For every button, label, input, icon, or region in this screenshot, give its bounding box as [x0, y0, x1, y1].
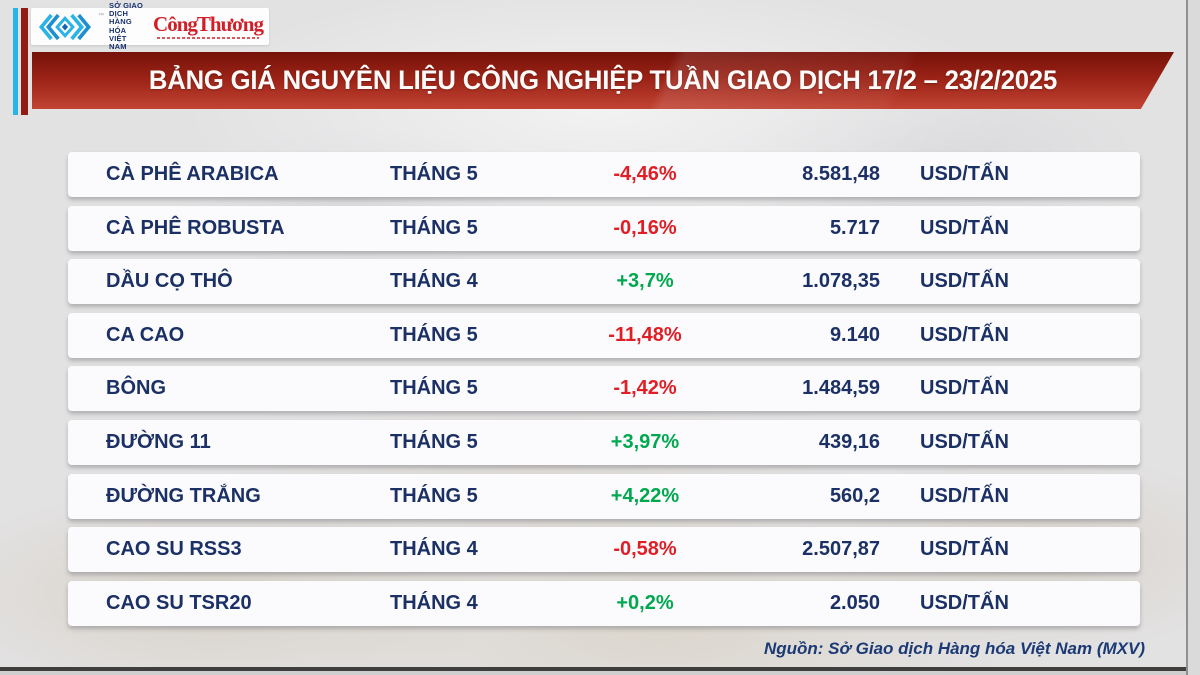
table-row: CA CAO THÁNG 5 -11,48% 9.140 USD/TẤN	[68, 312, 1140, 358]
table-row: ĐƯỜNG 11 THÁNG 5 +3,97% 439,16 USD/TẤN	[68, 419, 1140, 465]
contract-month: THÁNG 5	[390, 484, 478, 507]
trademark-symbol: ™	[98, 13, 104, 19]
mxv-name-line1: SỞ GIAO DỊCH	[109, 1, 144, 19]
table-row: CÀ PHÊ ROBUSTA THÁNG 5 -0,16% 5.717 USD/…	[68, 205, 1140, 251]
price-table: CÀ PHÊ ARABICA THÁNG 5 -4,46% 8.581,48 U…	[68, 152, 1140, 626]
contract-month: THÁNG 5	[390, 216, 478, 239]
weekly-change: -0,58%	[613, 538, 677, 561]
frame-right-edge	[1186, 0, 1200, 675]
price-value: 8.581,48	[802, 163, 880, 185]
commodity-name: CAO SU TSR20	[106, 591, 252, 614]
price-unit: USD/TẤN	[920, 270, 1009, 293]
price-unit: USD/TẤN	[920, 216, 1009, 239]
congthuong-tagline-line	[157, 37, 259, 39]
price-value: 2.050	[829, 591, 880, 614]
table-row: DẦU CỌ THÔ THÁNG 4 +3,7% 1.078,35 USD/TẤ…	[68, 259, 1140, 305]
contract-month: THÁNG 5	[390, 377, 478, 400]
contract-month: THÁNG 4	[390, 538, 478, 561]
price-unit: USD/TẤN	[920, 163, 1009, 185]
header-logo-plate: ™ SỞ GIAO DỊCH HÀNG HÓA VIỆT NAM CôngThư…	[31, 2, 269, 50]
table-row: ĐƯỜNG TRẮNG THÁNG 5 +4,22% 560,2 USD/TẤN	[68, 473, 1140, 519]
commodity-name: CAO SU RSS3	[106, 538, 242, 561]
contract-month: THÁNG 4	[390, 591, 478, 614]
congthuong-logo: CôngThương	[153, 12, 264, 39]
commodity-name: ĐƯỜNG 11	[106, 430, 211, 453]
commodity-name: CÀ PHÊ ARABICA	[106, 163, 279, 185]
table-row: BÔNG THÁNG 5 -1,42% 1.484,59 USD/TẤN	[68, 366, 1140, 412]
price-value: 9.140	[829, 323, 880, 346]
contract-month: THÁNG 5	[390, 430, 478, 453]
contract-month: THÁNG 5	[390, 163, 478, 185]
left-accent-stripe-cyan	[13, 8, 18, 115]
weekly-change: +3,7%	[616, 270, 674, 293]
mxv-name: SỞ GIAO DỊCH HÀNG HÓA VIỆT NAM	[109, 2, 146, 51]
weekly-change: -4,46%	[613, 163, 677, 185]
price-unit: USD/TẤN	[920, 377, 1009, 400]
weekly-change: +0,2%	[616, 591, 674, 614]
contract-month: THÁNG 5	[390, 323, 478, 346]
price-unit: USD/TẤN	[920, 484, 1009, 507]
price-value: 2.507,87	[802, 538, 880, 561]
left-accent-stripe-maroon	[21, 8, 28, 115]
commodity-name: DẦU CỌ THÔ	[106, 270, 233, 293]
table-row: CAO SU TSR20 THÁNG 4 +0,2% 2.050 USD/TẤN	[68, 580, 1140, 626]
price-value: 439,16	[818, 430, 880, 453]
price-unit: USD/TẤN	[920, 538, 1009, 561]
weekly-change: +4,22%	[610, 484, 680, 507]
weekly-change: -1,42%	[613, 377, 677, 400]
price-value: 560,2	[829, 484, 880, 507]
mxv-name-line3: VIỆT NAM	[109, 33, 127, 51]
source-attribution: Nguồn: Sở Giao dịch Hàng hóa Việt Nam (M…	[763, 639, 1145, 658]
mxv-name-line2: HÀNG HÓA	[109, 17, 132, 35]
table-row: CAO SU RSS3 THÁNG 4 -0,58% 2.507,87 USD/…	[68, 527, 1140, 573]
mxv-chevrons-icon	[38, 13, 92, 40]
frame-bottom-edge	[0, 667, 1192, 671]
price-value: 1.078,35	[802, 270, 880, 293]
weekly-change: -11,48%	[608, 323, 682, 346]
commodity-name: CÀ PHÊ ROBUSTA	[106, 216, 285, 239]
price-value: 1.484,59	[802, 377, 880, 400]
page-title: BẢNG GIÁ NGUYÊN LIỆU CÔNG NGHIỆP TUẦN GI…	[148, 65, 1058, 95]
weekly-change: -0,16%	[613, 216, 677, 239]
congthuong-wordmark: CôngThương	[153, 12, 264, 36]
title-banner: BẢNG GIÁ NGUYÊN LIỆU CÔNG NGHIỆP TUẦN GI…	[32, 52, 1174, 109]
price-unit: USD/TẤN	[920, 430, 1009, 453]
commodity-name: CA CAO	[106, 323, 185, 346]
price-unit: USD/TẤN	[920, 323, 1009, 346]
frame-bottom-pad	[0, 671, 1192, 675]
commodity-name: BÔNG	[106, 377, 166, 400]
commodity-name: ĐƯỜNG TRẮNG	[106, 484, 261, 507]
contract-month: THÁNG 4	[390, 270, 478, 293]
table-row: CÀ PHÊ ARABICA THÁNG 5 -4,46% 8.581,48 U…	[68, 152, 1140, 197]
price-value: 5.717	[829, 216, 880, 239]
weekly-change: +3,97%	[610, 430, 680, 453]
price-unit: USD/TẤN	[920, 591, 1009, 614]
